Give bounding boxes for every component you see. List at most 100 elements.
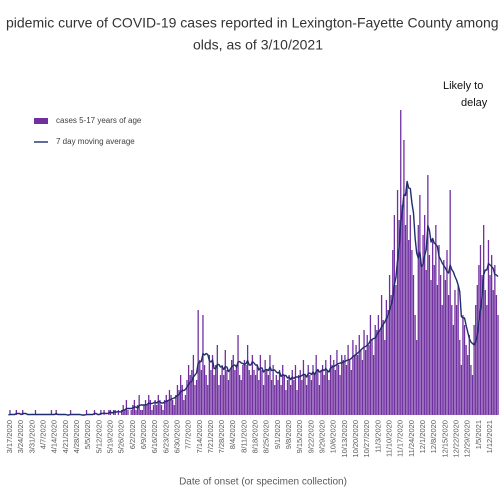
bar bbox=[154, 400, 156, 415]
bar bbox=[353, 355, 356, 415]
bar bbox=[473, 325, 475, 415]
bar bbox=[170, 395, 172, 415]
bar bbox=[226, 370, 228, 415]
bar bbox=[315, 355, 317, 415]
bar bbox=[382, 320, 384, 415]
x-tick-label: 5/12/2020 bbox=[94, 420, 103, 453]
bar bbox=[326, 370, 329, 415]
bar bbox=[173, 405, 175, 415]
bar bbox=[294, 365, 297, 415]
bar bbox=[479, 245, 482, 415]
bar bbox=[151, 410, 153, 415]
bar bbox=[430, 280, 432, 415]
x-tick-label: 8/18/2020 bbox=[251, 420, 260, 453]
bar bbox=[253, 370, 255, 415]
bar bbox=[492, 290, 494, 415]
x-tick-label: 7/14/2020 bbox=[195, 420, 204, 453]
bar bbox=[274, 385, 276, 415]
x-tick-label: 9/29/2020 bbox=[318, 420, 327, 453]
bar bbox=[298, 375, 300, 415]
bar bbox=[321, 365, 324, 415]
bar bbox=[191, 370, 193, 415]
bar bbox=[369, 315, 372, 415]
bar bbox=[272, 365, 274, 415]
bar bbox=[313, 375, 316, 415]
bar bbox=[342, 360, 344, 415]
bar bbox=[223, 375, 225, 415]
bar bbox=[187, 365, 190, 415]
bar bbox=[149, 400, 151, 415]
x-tick-label: 12/15/2020 bbox=[440, 420, 449, 458]
legend-label: cases 5-17 years of age bbox=[56, 116, 142, 125]
bar bbox=[301, 380, 303, 415]
x-tick-label: 4/21/2020 bbox=[61, 420, 70, 453]
bar bbox=[363, 330, 365, 415]
bar bbox=[293, 380, 295, 415]
bar bbox=[200, 370, 203, 415]
bar bbox=[304, 375, 306, 415]
bar bbox=[420, 265, 423, 415]
bar bbox=[371, 340, 373, 415]
bar bbox=[124, 410, 126, 415]
bar bbox=[320, 370, 322, 415]
bar bbox=[355, 345, 357, 415]
bar bbox=[156, 405, 158, 415]
x-tick-label: 6/16/2020 bbox=[150, 420, 159, 453]
bar bbox=[34, 410, 37, 415]
bar bbox=[283, 375, 285, 415]
x-tick-label: 8/25/2020 bbox=[262, 420, 271, 453]
bar bbox=[132, 405, 134, 415]
bar bbox=[202, 315, 204, 415]
bar bbox=[148, 395, 150, 415]
bar bbox=[205, 375, 207, 415]
bar bbox=[251, 355, 254, 415]
x-tick-label: 4/7/2020 bbox=[38, 420, 47, 449]
bar bbox=[242, 365, 244, 415]
bar bbox=[175, 395, 177, 415]
bar bbox=[215, 365, 217, 415]
bar bbox=[280, 385, 282, 415]
bar bbox=[203, 365, 206, 415]
bar bbox=[409, 215, 411, 415]
bar bbox=[224, 350, 226, 415]
bar bbox=[460, 365, 462, 415]
x-tick-label: 11/3/2020 bbox=[373, 420, 382, 453]
bar bbox=[379, 330, 381, 415]
bar bbox=[417, 225, 419, 415]
x-tick-label: 1/12/2021 bbox=[485, 420, 494, 453]
bar bbox=[277, 380, 279, 415]
bar bbox=[494, 265, 496, 415]
bar bbox=[439, 275, 442, 415]
bar bbox=[208, 355, 210, 415]
bar bbox=[325, 360, 327, 415]
bar bbox=[463, 325, 466, 415]
bar bbox=[350, 370, 352, 415]
bar bbox=[211, 355, 214, 415]
bar bbox=[235, 365, 238, 415]
x-tick-label: 5/5/2020 bbox=[83, 420, 92, 449]
bar bbox=[376, 330, 378, 415]
x-tick-label: 3/31/2020 bbox=[27, 420, 36, 453]
bar bbox=[136, 405, 139, 415]
bar bbox=[219, 375, 222, 415]
x-tick-label: 12/1/2020 bbox=[418, 420, 427, 453]
bar bbox=[396, 190, 399, 415]
bar bbox=[232, 355, 234, 415]
bar bbox=[299, 370, 301, 415]
bar bbox=[471, 375, 474, 415]
bar bbox=[55, 410, 57, 415]
bar bbox=[484, 290, 486, 415]
bar bbox=[50, 410, 53, 415]
bar bbox=[285, 390, 287, 415]
bar bbox=[408, 240, 410, 415]
annotation: Likely to bbox=[443, 80, 483, 92]
bar bbox=[486, 305, 488, 415]
bar bbox=[433, 265, 435, 415]
bar bbox=[261, 370, 263, 415]
bar bbox=[406, 185, 408, 415]
bar bbox=[296, 390, 298, 415]
x-tick-label: 12/8/2020 bbox=[429, 420, 438, 453]
x-tick-label: 9/22/2020 bbox=[306, 420, 315, 453]
bar bbox=[270, 380, 273, 415]
